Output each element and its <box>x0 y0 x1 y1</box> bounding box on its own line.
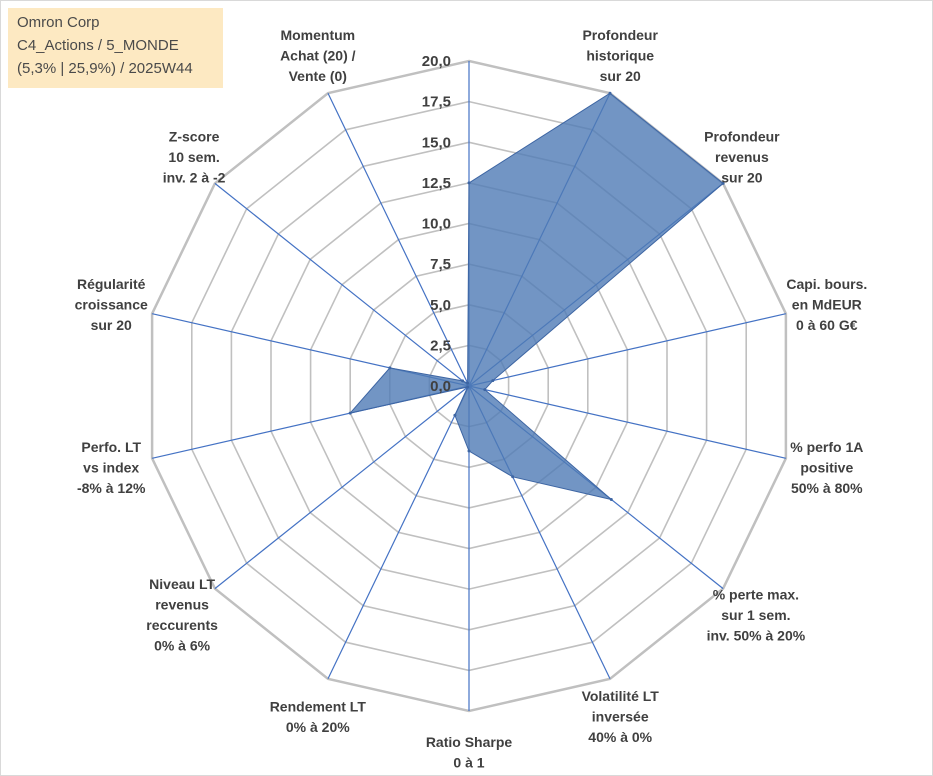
series-point-0 <box>467 181 471 185</box>
axis-label-6-line-1: inversée <box>592 709 649 725</box>
axis-label-11-line-1: croissance <box>75 296 148 312</box>
axis-label-13-line-2: Vente (0) <box>289 68 347 84</box>
series-point-7 <box>467 449 471 453</box>
axis-label-9-line-2: reccurents <box>146 617 218 633</box>
tick-label-1: 2,5 <box>430 337 451 354</box>
tick-label-2: 5,0 <box>430 297 451 314</box>
info-category: C4_Actions / 5_MONDE <box>17 37 179 54</box>
axis-label-8-line-0: Rendement LT <box>270 698 367 714</box>
series-point-11 <box>388 366 392 370</box>
tick-labels: 0,0 2,5 5,0 7,5 10,0 12,5 15,0 17,5 20,0 <box>422 53 451 395</box>
axis-label-2: Profondeur revenus sur 20 <box>704 129 780 186</box>
axis-label-11-line-2: sur 20 <box>91 317 132 333</box>
axis-label-12-line-2: inv. 2 à -2 <box>163 170 226 186</box>
axis-label-13: Momentum Achat (20) / Vente (0) <box>280 27 356 84</box>
axis-label-4-line-0: % perfo 1A <box>790 439 863 455</box>
tick-label-3: 7,5 <box>430 256 451 273</box>
axis-label-6-line-2: 40% à 0% <box>588 729 652 745</box>
axis-label-11-line-0: Régularité <box>77 276 146 292</box>
series-point-12 <box>461 379 465 383</box>
axis-label-4: % perfo 1A positive 50% à 80% <box>790 439 863 496</box>
axis-label-8: Rendement LT 0% à 20% <box>270 698 367 735</box>
axis-label-5: % perte max. sur 1 sem. inv. 50% à 20% <box>707 586 806 643</box>
series-point-3 <box>491 379 495 383</box>
series-point-10 <box>348 411 352 415</box>
axis-label-0: NoteESG sur 20 <box>432 0 507 2</box>
axis-label-3-line-2: 0 à 60 G€ <box>796 317 858 333</box>
axis-label-3-line-0: Capi. bours. <box>786 276 867 292</box>
axis-label-1-line-0: Profondeur <box>582 27 658 43</box>
axis-label-10-line-0: Perfo. LT <box>81 439 141 455</box>
axis-label-9-line-1: revenus <box>155 597 209 613</box>
axis-label-5-line-2: inv. 50% à 20% <box>707 627 806 643</box>
tick-label-8: 20,0 <box>422 53 451 70</box>
series-point-8 <box>453 413 457 417</box>
info-company: Omron Corp <box>17 14 100 31</box>
series-point-1 <box>608 91 612 95</box>
axis-label-10-line-1: vs index <box>83 460 139 476</box>
axis-label-3: Capi. bours. en MdEUR 0 à 60 G€ <box>786 276 867 333</box>
tick-label-5: 12,5 <box>422 175 451 192</box>
tick-label-0: 0,0 <box>430 378 451 395</box>
spoke-8 <box>327 385 470 680</box>
tick-label-7: 17,5 <box>422 94 451 111</box>
axis-label-4-line-1: positive <box>800 460 853 476</box>
axis-label-10: Perfo. LT vs index -8% à 12% <box>77 439 146 496</box>
axis-label-6: Volatilité LT inversée 40% à 0% <box>582 688 660 745</box>
axis-label-2-line-0: Profondeur <box>704 129 780 145</box>
axis-label-2-line-2: sur 20 <box>721 170 762 186</box>
axis-label-3-line-1: en MdEUR <box>792 296 862 312</box>
axis-label-8-line-1: 0% à 20% <box>286 719 350 735</box>
series-area-0 <box>348 92 724 500</box>
axis-label-13-line-0: Momentum <box>280 27 355 43</box>
axis-label-7: Ratio Sharpe 0 à 1 <box>426 734 513 771</box>
spoke-4 <box>468 385 787 459</box>
axis-label-10-line-2: -8% à 12% <box>77 480 146 496</box>
series <box>348 91 725 501</box>
axis-label-1-line-2: sur 20 <box>600 68 641 84</box>
axis-labels: NoteESG sur 20 Profondeur historique sur 20… <box>75 0 868 771</box>
series-point-6 <box>511 475 515 479</box>
axis-label-5-line-0: % perte max. <box>713 586 799 602</box>
spoke-12 <box>214 182 470 387</box>
axis-label-5-line-1: sur 1 sem. <box>721 607 790 623</box>
axis-label-9-line-3: 0% à 6% <box>154 638 211 654</box>
info-box: Omron Corp C4_Actions / 5_MONDE (5,3% | … <box>8 8 223 88</box>
series-point-9 <box>466 385 470 389</box>
series-point-2 <box>721 181 725 185</box>
info-stats: (5,3% | 25,9%) / 2025W44 <box>17 60 193 77</box>
axis-label-0-line-1: ESG sur 20 <box>432 0 507 2</box>
series-point-5 <box>609 498 613 501</box>
axis-label-2-line-1: revenus <box>715 149 769 165</box>
axis-label-12-line-0: Z-score <box>169 129 220 145</box>
tick-label-6: 15,0 <box>422 134 451 151</box>
axis-label-12-line-1: 10 sem. <box>168 149 219 165</box>
axis-label-11: Régularité croissance sur 20 <box>75 276 148 333</box>
series-point-4 <box>483 388 487 392</box>
axis-label-7-line-1: 0 à 1 <box>453 755 484 771</box>
axis-label-1: Profondeur historique sur 20 <box>582 27 658 84</box>
axis-label-13-line-1: Achat (20) / <box>280 47 356 63</box>
spoke-13 <box>327 92 470 387</box>
axis-label-9-line-0: Niveau LT <box>149 576 215 592</box>
axis-label-9: Niveau LT revenus reccurents 0% à 6% <box>146 576 218 654</box>
axis-label-1-line-1: historique <box>586 47 654 63</box>
tick-label-4: 10,0 <box>422 216 451 233</box>
series-point-13 <box>466 381 470 385</box>
axis-label-7-line-0: Ratio Sharpe <box>426 734 513 750</box>
axis-label-6-line-0: Volatilité LT <box>582 688 660 704</box>
spoke-9 <box>214 385 470 590</box>
axis-label-12: Z-score 10 sem. inv. 2 à -2 <box>163 129 226 186</box>
axis-label-4-line-2: 50% à 80% <box>791 480 863 496</box>
spoke-3 <box>468 313 787 387</box>
